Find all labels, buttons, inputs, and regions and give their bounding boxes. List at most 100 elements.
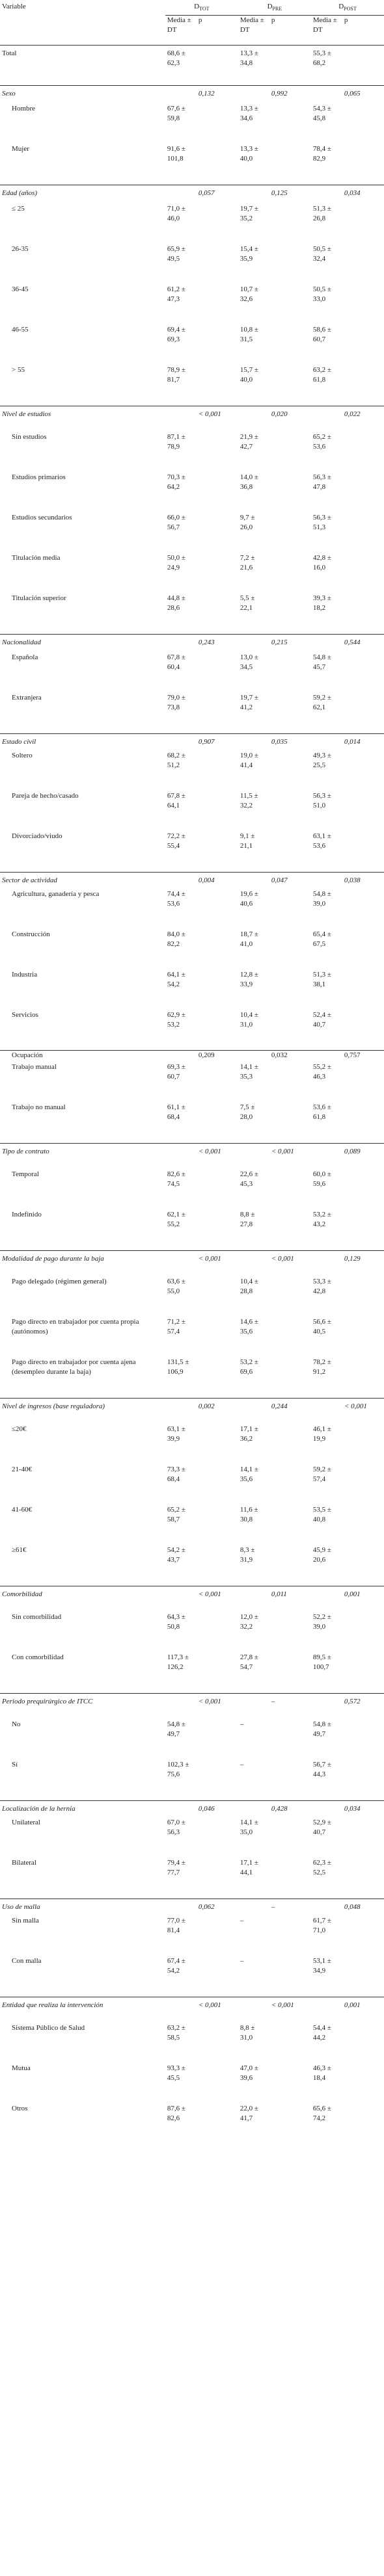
d-post-p-value bbox=[342, 930, 384, 970]
row-label: 36-45 bbox=[12, 285, 29, 293]
d-tot-value: 93,3 ± 45,5 bbox=[167, 2064, 185, 2082]
d-post-value bbox=[310, 185, 342, 204]
d-pre-value: 13,3 ± 34,6 bbox=[240, 104, 258, 122]
d-tot-value bbox=[165, 185, 197, 204]
d-pre-value bbox=[238, 872, 269, 889]
table-row: 46-55 69,4 ± 69,3 10,8 ± 31,5 58,6 ± 60,7 bbox=[0, 325, 384, 365]
d-tot-value bbox=[165, 634, 197, 653]
row-label: Con malla bbox=[12, 1956, 42, 1965]
d-tot-p-value bbox=[197, 365, 238, 406]
d-tot-value: 84,0 ± 82,2 bbox=[167, 930, 185, 948]
d-tot-p-value bbox=[197, 244, 238, 285]
d-post-value: 56,3 ± 51,0 bbox=[312, 791, 331, 809]
d-tot-value bbox=[165, 1398, 197, 1425]
row-label: Divorciado/viudo bbox=[12, 832, 62, 840]
d-tot-p-value: 0,057 bbox=[196, 185, 238, 204]
d-post-p-value bbox=[342, 832, 384, 873]
d-pre-value: 9,7 ± 26,0 bbox=[240, 513, 255, 531]
d-pre-p-value bbox=[269, 144, 311, 185]
d-tot-value: 65,9 ± 49,5 bbox=[167, 244, 185, 263]
d-post-p-value bbox=[342, 1956, 384, 1997]
d-post-sub: POST bbox=[344, 6, 357, 12]
d-post-media-header: Media ± DT bbox=[310, 15, 342, 46]
d-pre-value: – bbox=[240, 1956, 244, 1965]
table-row: Sin malla 77,0 ± 81,4 – 61,7 ± 71,0 bbox=[0, 1916, 384, 1956]
d-post-value: 54,8 ± 45,7 bbox=[312, 653, 331, 671]
d-tot-value bbox=[165, 1143, 197, 1170]
row-label: Hombre bbox=[12, 104, 36, 112]
table-row: Mujer 91,6 ± 101,8 13,3 ± 40,0 78,4 ± 82,9 bbox=[0, 144, 384, 185]
d-tot-p-value: < 0,001 bbox=[196, 406, 238, 432]
d-pre-value: 13,3 ± 40,0 bbox=[240, 144, 258, 163]
table-row: 26-35 65,9 ± 49,5 15,4 ± 35,9 50,5 ± 32,4 bbox=[0, 244, 384, 285]
d-pre-value bbox=[238, 733, 269, 751]
d-tot-p-value bbox=[197, 1720, 238, 1760]
d-pre-p-value bbox=[269, 1358, 311, 1399]
row-label: Española bbox=[12, 653, 38, 661]
category-label: Periodo prequirúrgico de ITCC bbox=[0, 1693, 165, 1720]
d-post-value: 45,9 ± 20,6 bbox=[312, 1545, 331, 1564]
d-tot-p-value bbox=[197, 1062, 238, 1103]
d-tot-p-value bbox=[197, 1103, 238, 1144]
d-tot-value: 67,6 ± 59,8 bbox=[167, 104, 185, 122]
d-pre-p-value bbox=[269, 513, 311, 553]
row-label: ≤ 25 bbox=[12, 204, 25, 213]
row-label: Sin estudios bbox=[12, 432, 47, 441]
d-pre-main: D bbox=[267, 3, 273, 10]
d-post-value bbox=[310, 1398, 342, 1425]
table-row: Servicios 62,9 ± 53,2 10,4 ± 31,0 52,4 ± 40… bbox=[0, 1010, 384, 1051]
row-label: Pareja de hecho/casado bbox=[12, 791, 79, 800]
d-tot-value: 54,2 ± 43,7 bbox=[167, 1545, 185, 1564]
row-label: Titulación superior bbox=[12, 594, 66, 602]
d-post-p-value bbox=[342, 1358, 384, 1399]
d-tot-media-header: Media ± DT bbox=[165, 15, 197, 46]
table-row: 41-60€ 65,2 ± 58,7 11,6 ± 30,8 53,5 ± 40,8 bbox=[0, 1505, 384, 1545]
d-pre-value: – bbox=[240, 1916, 244, 1925]
d-post-p-value: 0,089 bbox=[342, 1143, 384, 1170]
d-pre-p-value: 0,011 bbox=[269, 1586, 311, 1612]
d-pre-value: 13,0 ± 34,5 bbox=[240, 653, 258, 671]
d-tot-value: 50,0 ± 24,9 bbox=[167, 553, 185, 572]
d-pre-value bbox=[238, 1143, 269, 1170]
d-tot-value: 64,3 ± 50,8 bbox=[167, 1612, 185, 1631]
table-row: Sin estudios 87,1 ± 78,9 21,9 ± 42,7 65,2 ±… bbox=[0, 432, 384, 473]
d-pre-value: 11,6 ± 30,8 bbox=[240, 1505, 258, 1523]
d-post-p-value bbox=[342, 1103, 384, 1144]
d-tot-value bbox=[165, 1899, 197, 1916]
d-pre-p-value bbox=[269, 285, 311, 325]
d-tot-p-value: 0,209 bbox=[196, 1050, 238, 1062]
table-row: Construcción 84,0 ± 82,2 18,7 ± 41,0 65,4 ±… bbox=[0, 930, 384, 970]
d-tot-value: 82,6 ± 74,5 bbox=[167, 1170, 185, 1188]
d-pre-p-value: – bbox=[269, 1693, 311, 1720]
table-row: Titulación superior 44,8 ± 28,6 5,5 ± 22,1… bbox=[0, 594, 384, 635]
d-post-value: 46,1 ± 19,9 bbox=[312, 1425, 331, 1443]
d-tot-value: 72,2 ± 55,4 bbox=[167, 832, 185, 850]
d-tot-value: 71,0 ± 46,0 bbox=[167, 204, 185, 222]
category-label: Nacionalidad bbox=[0, 634, 165, 653]
category-label: Sector de actividad bbox=[0, 872, 165, 889]
category-label: Modalidad de pago durante la baja bbox=[0, 1250, 165, 1277]
category-row: Tipo de contrato < 0,001 < 0,001 0,089 bbox=[0, 1143, 384, 1170]
table-row: Estudios secundarios 66,0 ± 56,7 9,7 ± 26,… bbox=[0, 513, 384, 553]
d-post-value: 42,8 ± 16,0 bbox=[312, 553, 331, 572]
category-label: Edad (años) bbox=[0, 185, 165, 204]
d-post-value: 55,3 ± 68,2 bbox=[310, 45, 342, 86]
d-post-value: 51,3 ± 38,1 bbox=[312, 970, 331, 988]
table-row: Industria 64,1 ± 54,2 12,8 ± 33,9 51,3 ± 38… bbox=[0, 970, 384, 1010]
d-post-value: 46,3 ± 18,4 bbox=[312, 2064, 331, 2082]
d-pre-value: 10,7 ± 32,6 bbox=[240, 285, 258, 303]
results-table: Variable DTOT DPRE DPOST Media ± DT p Me… bbox=[0, 0, 384, 2122]
d-tot-value: 61,1 ± 68,4 bbox=[167, 1103, 185, 1121]
row-label: Sin malla bbox=[12, 1916, 39, 1925]
d-pre-p-value bbox=[269, 1720, 311, 1760]
d-post-value bbox=[310, 1899, 342, 1916]
d-post-value: 56,3 ± 47,8 bbox=[312, 473, 331, 491]
d-pre-value: 15,4 ± 35,9 bbox=[240, 244, 258, 263]
table-row: Trabajo manual 69,3 ± 60,7 14,1 ± 35,3 55,2… bbox=[0, 1062, 384, 1103]
table-row: Extranjera 79,0 ± 73,8 19,7 ± 41,2 59,2 ± 6… bbox=[0, 693, 384, 734]
d-post-value: 59,2 ± 62,1 bbox=[312, 693, 331, 711]
d-tot-p-value bbox=[197, 1277, 238, 1317]
d-pre-value: 14,0 ± 36,8 bbox=[240, 473, 258, 491]
table-row: Con comorbilidad 117,3 ± 126,2 27,8 ± 54,7… bbox=[0, 1653, 384, 1694]
